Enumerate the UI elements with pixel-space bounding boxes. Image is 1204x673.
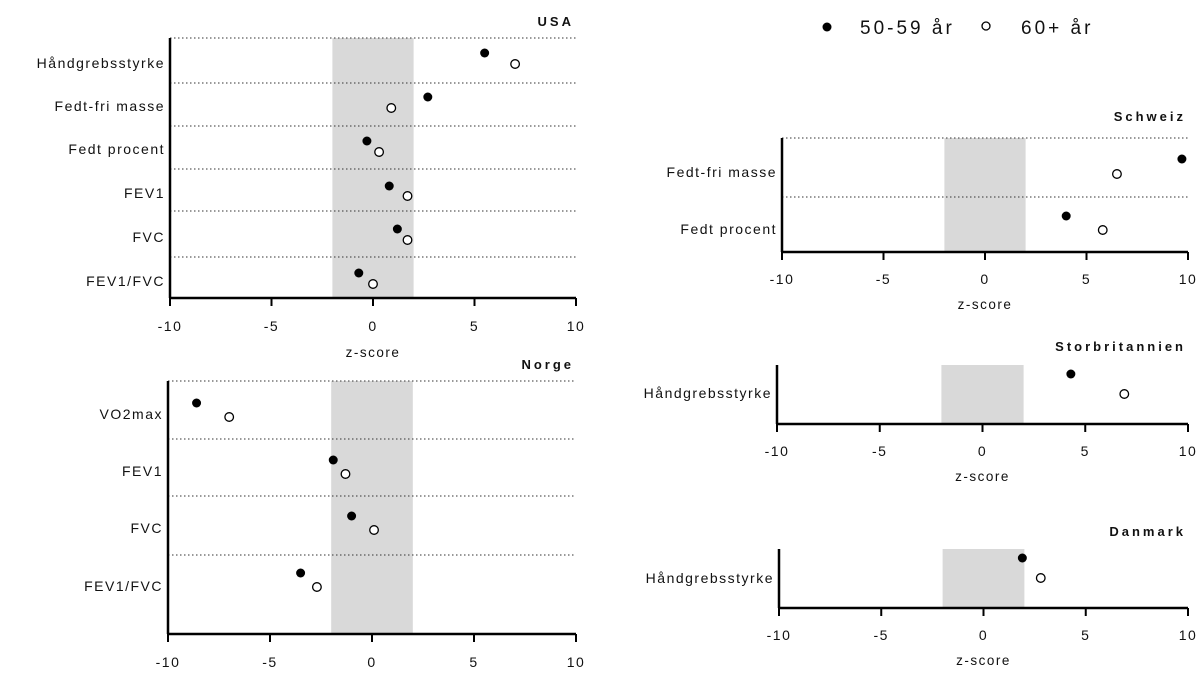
reference-band — [941, 365, 1024, 424]
point-60plus — [368, 279, 378, 289]
x-tick-label: 0 — [367, 654, 376, 668]
point-50-59 — [328, 455, 338, 465]
category-label: FEV1/FVC — [84, 578, 163, 594]
panel-title: Schweiz — [1114, 109, 1186, 124]
point-60plus — [1035, 573, 1046, 583]
point-50-59 — [1061, 211, 1071, 221]
x-axis-label: z-score — [955, 469, 1010, 484]
point-60plus — [369, 525, 379, 535]
point-50-59 — [392, 224, 402, 234]
reference-band — [942, 549, 1025, 608]
panel-norge: -10-50510z-scoreNorgeVO2maxFEV1FVCFEV1/F… — [84, 357, 586, 670]
x-tick-label: 10 — [567, 318, 586, 334]
x-axis-label: z-score — [346, 345, 401, 360]
point-50-59 — [347, 511, 357, 521]
point-50-59 — [362, 136, 372, 146]
category-label: Håndgrebsstyrke — [646, 570, 774, 586]
x-tick-label: -5 — [872, 443, 887, 459]
point-60plus — [510, 59, 521, 69]
panel-title: Storbritannien — [1055, 339, 1186, 354]
point-50-59 — [423, 92, 433, 102]
x-tick-label: 5 — [1082, 271, 1091, 287]
point-50-59 — [384, 181, 394, 191]
legend-label-50-59: 50-59 år — [860, 18, 955, 39]
legend-marker-open — [981, 21, 991, 31]
point-50-59 — [1017, 553, 1027, 563]
x-tick-label: 10 — [1179, 443, 1198, 459]
point-60plus — [1097, 225, 1108, 235]
x-tick-label: 0 — [368, 318, 377, 334]
x-tick-label: 5 — [1081, 443, 1090, 459]
category-label: Fedt-fri masse — [667, 164, 777, 180]
panel-schweiz: -10 -5 0 5 10 z-score Schweiz Fedt-fri masse Fed… — [667, 109, 1198, 312]
category-label: VO2max — [100, 406, 163, 422]
x-tick-label: -10 — [156, 654, 181, 668]
x-tick-label: 10 — [567, 654, 586, 668]
x-tick-label: 10 — [1179, 271, 1198, 287]
category-label: Håndgrebsstyrke — [37, 55, 165, 71]
panel-title: Norge — [521, 357, 574, 372]
point-60plus — [374, 147, 385, 157]
x-tick-label: -10 — [158, 318, 183, 334]
point-50-59 — [296, 568, 306, 578]
category-label: Håndgrebsstyrke — [644, 385, 772, 401]
legend: 50-59 år 60+ år — [822, 18, 1093, 39]
category-label: FVC — [131, 520, 164, 536]
x-tick-label: 0 — [979, 627, 988, 643]
category-label: FVC — [133, 229, 166, 245]
point-60plus — [1111, 169, 1122, 179]
x-tick-label: 5 — [470, 318, 479, 334]
panel-danmark: -10 -5 0 5 10 z-score Danmark Håndgrebsstyrke — [646, 524, 1198, 668]
reference-band — [944, 138, 1026, 252]
point-60plus — [402, 235, 413, 245]
category-label: Fedt procent — [68, 141, 165, 157]
panel-usa: -10 -5 0 5 10 z-score USA Håndgrebsstyrke Fedt-f… — [37, 14, 586, 360]
category-label: Fedt procent — [680, 221, 777, 237]
legend-label-60plus: 60+ år — [1021, 18, 1093, 39]
legend-marker-filled — [822, 22, 832, 32]
reference-band — [332, 38, 414, 298]
category-label: FEV1/FVC — [86, 273, 165, 289]
point-60plus — [311, 582, 322, 592]
point-50-59 — [354, 268, 364, 278]
x-tick-label: 0 — [980, 271, 989, 287]
point-50-59 — [1177, 154, 1187, 164]
panel-title: Danmark — [1109, 524, 1186, 539]
x-tick-label: -5 — [264, 318, 279, 334]
x-tick-label: -5 — [262, 654, 277, 668]
x-tick-label: -10 — [770, 271, 795, 287]
point-60plus — [402, 191, 413, 201]
point-60plus — [340, 469, 351, 479]
x-tick-label: -5 — [874, 627, 889, 643]
x-tick-label: 5 — [1081, 627, 1090, 643]
x-tick-label: -5 — [876, 271, 891, 287]
point-60plus — [386, 103, 397, 113]
x-axis-label: z-score — [958, 297, 1013, 312]
x-tick-label: 10 — [1179, 627, 1198, 643]
x-axis-label: z-score — [956, 653, 1011, 668]
category-label: FEV1 — [122, 463, 163, 479]
panel-storbritannien: -10 -5 0 5 10 z-score Storbritannien Håndgrebss… — [644, 339, 1198, 484]
category-label: FEV1 — [124, 185, 165, 201]
reference-band — [331, 381, 413, 634]
x-tick-label: 5 — [469, 654, 478, 668]
category-label: Fedt-fri masse — [55, 98, 165, 114]
point-50-59 — [192, 398, 202, 408]
x-tick-label: -10 — [765, 443, 790, 459]
x-tick-label: 0 — [978, 443, 987, 459]
x-tick-label: -10 — [767, 627, 792, 643]
panel-title: USA — [538, 14, 574, 29]
point-50-59 — [480, 48, 490, 58]
point-60plus — [224, 412, 235, 422]
point-60plus — [1119, 389, 1130, 399]
point-50-59 — [1066, 369, 1076, 379]
